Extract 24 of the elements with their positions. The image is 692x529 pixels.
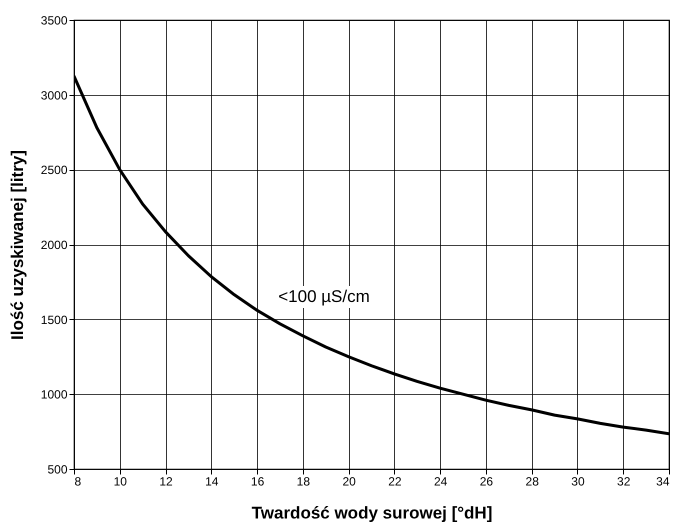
y-tick-label: 500 <box>47 462 68 476</box>
x-tick-label: 10 <box>114 474 128 488</box>
x-tick-label: 28 <box>526 474 540 488</box>
annotation: <100 µS/cm <box>278 287 370 306</box>
x-tick-label: 30 <box>571 474 585 488</box>
x-tick-label: 32 <box>617 474 631 488</box>
x-tick-label: 26 <box>480 474 494 488</box>
y-tick-label: 2500 <box>40 163 68 178</box>
x-tick-label: 34 <box>656 474 670 488</box>
x-axis-title: Twardość wody surowej [°dH] <box>252 504 492 522</box>
x-tick-label: 12 <box>159 474 174 488</box>
x-tick-label: 22 <box>388 474 402 488</box>
y-tick-label: 1500 <box>40 312 68 327</box>
x-tick-label: 24 <box>434 474 448 488</box>
x-tick-label: 8 <box>74 474 82 488</box>
y-tick-label: 1000 <box>40 388 68 402</box>
y-tick-label: 3500 <box>40 14 68 28</box>
x-tick-label: 16 <box>250 474 265 488</box>
y-tick-label: 2000 <box>40 238 68 252</box>
x-tick-label: 14 <box>205 474 219 488</box>
y-tick-label: 3000 <box>40 88 68 102</box>
y-axis-title: Ilość uzyskiwanej [litry] <box>8 150 27 340</box>
x-tick-label: 18 <box>296 474 310 488</box>
x-tick-label: 20 <box>342 474 356 488</box>
